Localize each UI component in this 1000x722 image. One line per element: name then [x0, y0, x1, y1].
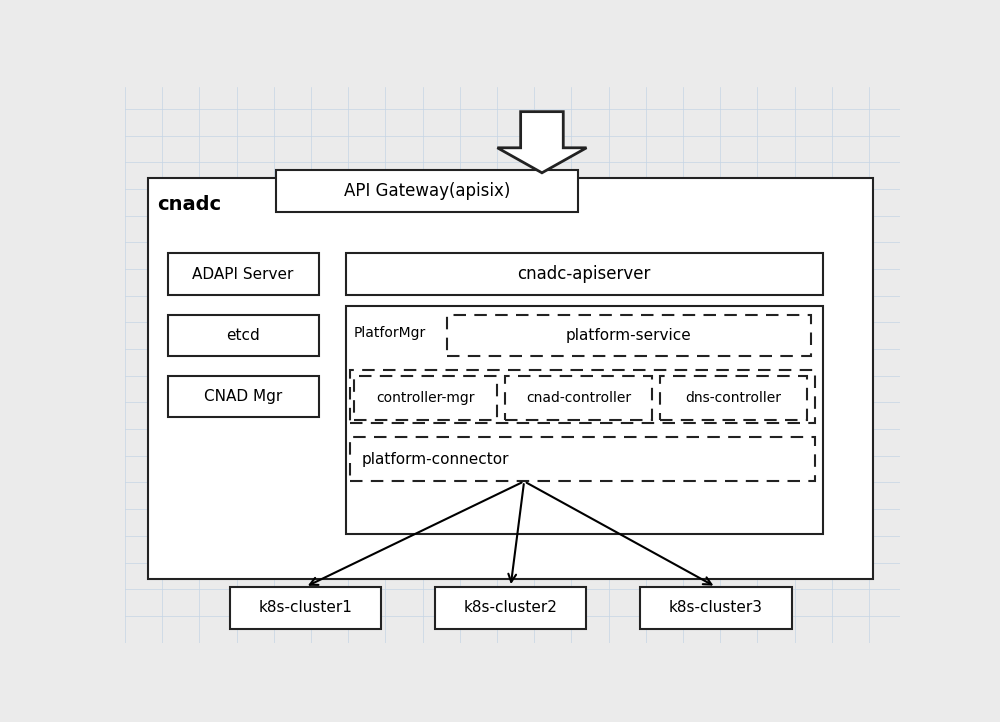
Text: PlatforMgr: PlatforMgr — [354, 326, 426, 341]
Bar — [148, 178, 873, 578]
Text: platform-service: platform-service — [566, 328, 692, 343]
Bar — [168, 375, 319, 417]
Text: CNAD Mgr: CNAD Mgr — [204, 389, 282, 404]
Text: cnadc-apiserver: cnadc-apiserver — [518, 265, 651, 283]
Bar — [168, 253, 319, 295]
Bar — [276, 170, 578, 212]
Bar — [660, 375, 807, 420]
Bar — [350, 370, 815, 423]
Text: k8s-cluster3: k8s-cluster3 — [669, 600, 763, 615]
Text: API Gateway(apisix): API Gateway(apisix) — [344, 182, 510, 200]
Text: platform-connector: platform-connector — [361, 452, 509, 466]
Polygon shape — [497, 112, 587, 173]
Text: k8s-cluster2: k8s-cluster2 — [464, 600, 558, 615]
Bar — [346, 253, 822, 295]
Text: etcd: etcd — [226, 328, 260, 343]
Bar — [350, 437, 815, 482]
Text: ADAPI Server: ADAPI Server — [192, 266, 294, 282]
Text: controller-mgr: controller-mgr — [376, 391, 475, 405]
Bar — [168, 315, 319, 356]
Text: k8s-cluster1: k8s-cluster1 — [258, 600, 352, 615]
Bar — [640, 587, 792, 629]
Bar — [505, 375, 652, 420]
Bar — [346, 306, 822, 534]
Text: cnadc: cnadc — [158, 195, 222, 214]
Text: cnad-controller: cnad-controller — [526, 391, 631, 405]
Bar — [447, 315, 811, 356]
Text: dns-controller: dns-controller — [685, 391, 781, 405]
Bar — [435, 587, 586, 629]
Bar — [230, 587, 381, 629]
Bar — [354, 375, 497, 420]
